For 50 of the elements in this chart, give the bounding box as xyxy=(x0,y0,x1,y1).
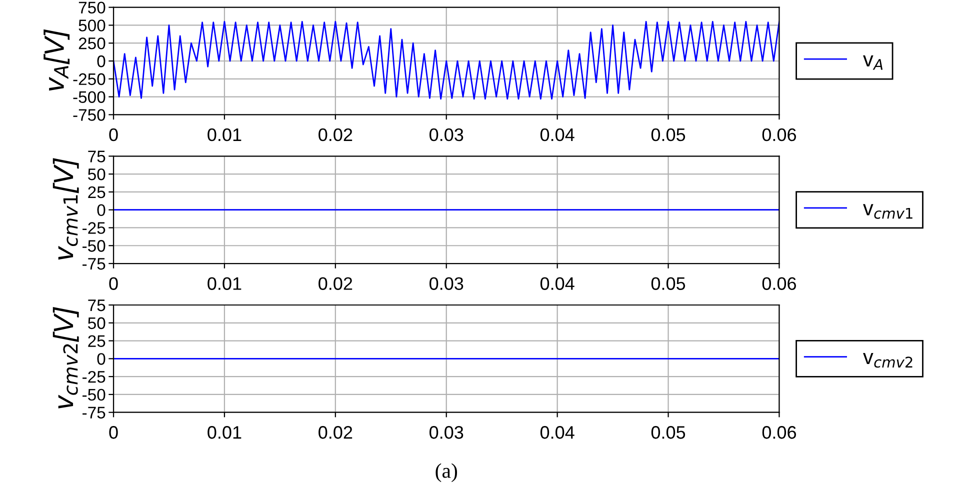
x-tick-label: 0 xyxy=(109,426,118,439)
x-tick-label: 0.05 xyxy=(651,128,686,142)
x-tick-label: 0.01 xyxy=(208,128,242,142)
legend-label: v$_{cmv2}$ xyxy=(863,353,912,368)
x-tick-label: 0.04 xyxy=(540,277,574,290)
y-tick-label: 50 xyxy=(88,168,106,180)
line-series xyxy=(114,20,780,100)
x-tick-label: 0.06 xyxy=(762,277,796,290)
y-tick-label: 50 xyxy=(88,317,106,330)
x-tick-label: 0.05 xyxy=(651,277,686,290)
x-tick-label: 0.03 xyxy=(430,128,464,142)
y-tick-label: -500 xyxy=(73,91,106,103)
y-tick-label: 500 xyxy=(78,20,106,32)
x-tick-label: 0 xyxy=(109,128,118,142)
y-tick-label: -50 xyxy=(82,388,106,401)
y-tick-label: 0 xyxy=(97,353,106,365)
y-tick-label: 25 xyxy=(88,335,106,347)
y-axis-title: v$_{A}$[V] xyxy=(44,29,70,91)
y-tick-label: -750 xyxy=(73,109,106,121)
y-tick-label: -250 xyxy=(73,73,106,86)
y-axis-title: v$_{cmv2}$[V] xyxy=(52,307,79,408)
x-tick-label: 0.03 xyxy=(430,426,464,439)
x-tick-label: 0 xyxy=(109,277,118,290)
y-tick-label: -75 xyxy=(82,258,106,270)
y-tick-label: -75 xyxy=(82,406,106,419)
y-tick-label: -50 xyxy=(82,240,106,252)
y-tick-label: 750 xyxy=(78,2,106,14)
x-tick-label: 0.02 xyxy=(318,277,352,290)
x-tick-label: 0.06 xyxy=(762,128,796,142)
y-tick-label: -25 xyxy=(82,222,106,234)
y-tick-label: 75 xyxy=(88,150,106,162)
text: (a) xyxy=(436,463,458,482)
x-tick-label: 0.02 xyxy=(318,128,352,142)
y-tick-label: -25 xyxy=(82,370,106,383)
y-tick-label: 25 xyxy=(88,186,106,198)
y-tick-label: 0 xyxy=(97,55,106,68)
x-tick-label: 0.02 xyxy=(318,426,352,439)
x-tick-label: 0.04 xyxy=(540,426,574,439)
y-axis-title: v$_{cmv1}$[V] xyxy=(52,158,79,260)
x-tick-label: 0.03 xyxy=(430,277,464,290)
legend-label: v$_{cmv1}$ xyxy=(863,204,912,219)
x-tick-label: 0.06 xyxy=(762,426,796,439)
y-tick-label: 0 xyxy=(97,204,106,216)
y-tick-label: 250 xyxy=(78,38,106,50)
legend-label: v$_{A}$ xyxy=(863,55,883,70)
x-tick-label: 0.05 xyxy=(651,426,686,439)
x-tick-label: 0.04 xyxy=(540,128,574,142)
x-tick-label: 0.01 xyxy=(208,277,242,290)
y-tick-label: 75 xyxy=(88,300,106,312)
x-tick-label: 0.01 xyxy=(208,426,242,439)
